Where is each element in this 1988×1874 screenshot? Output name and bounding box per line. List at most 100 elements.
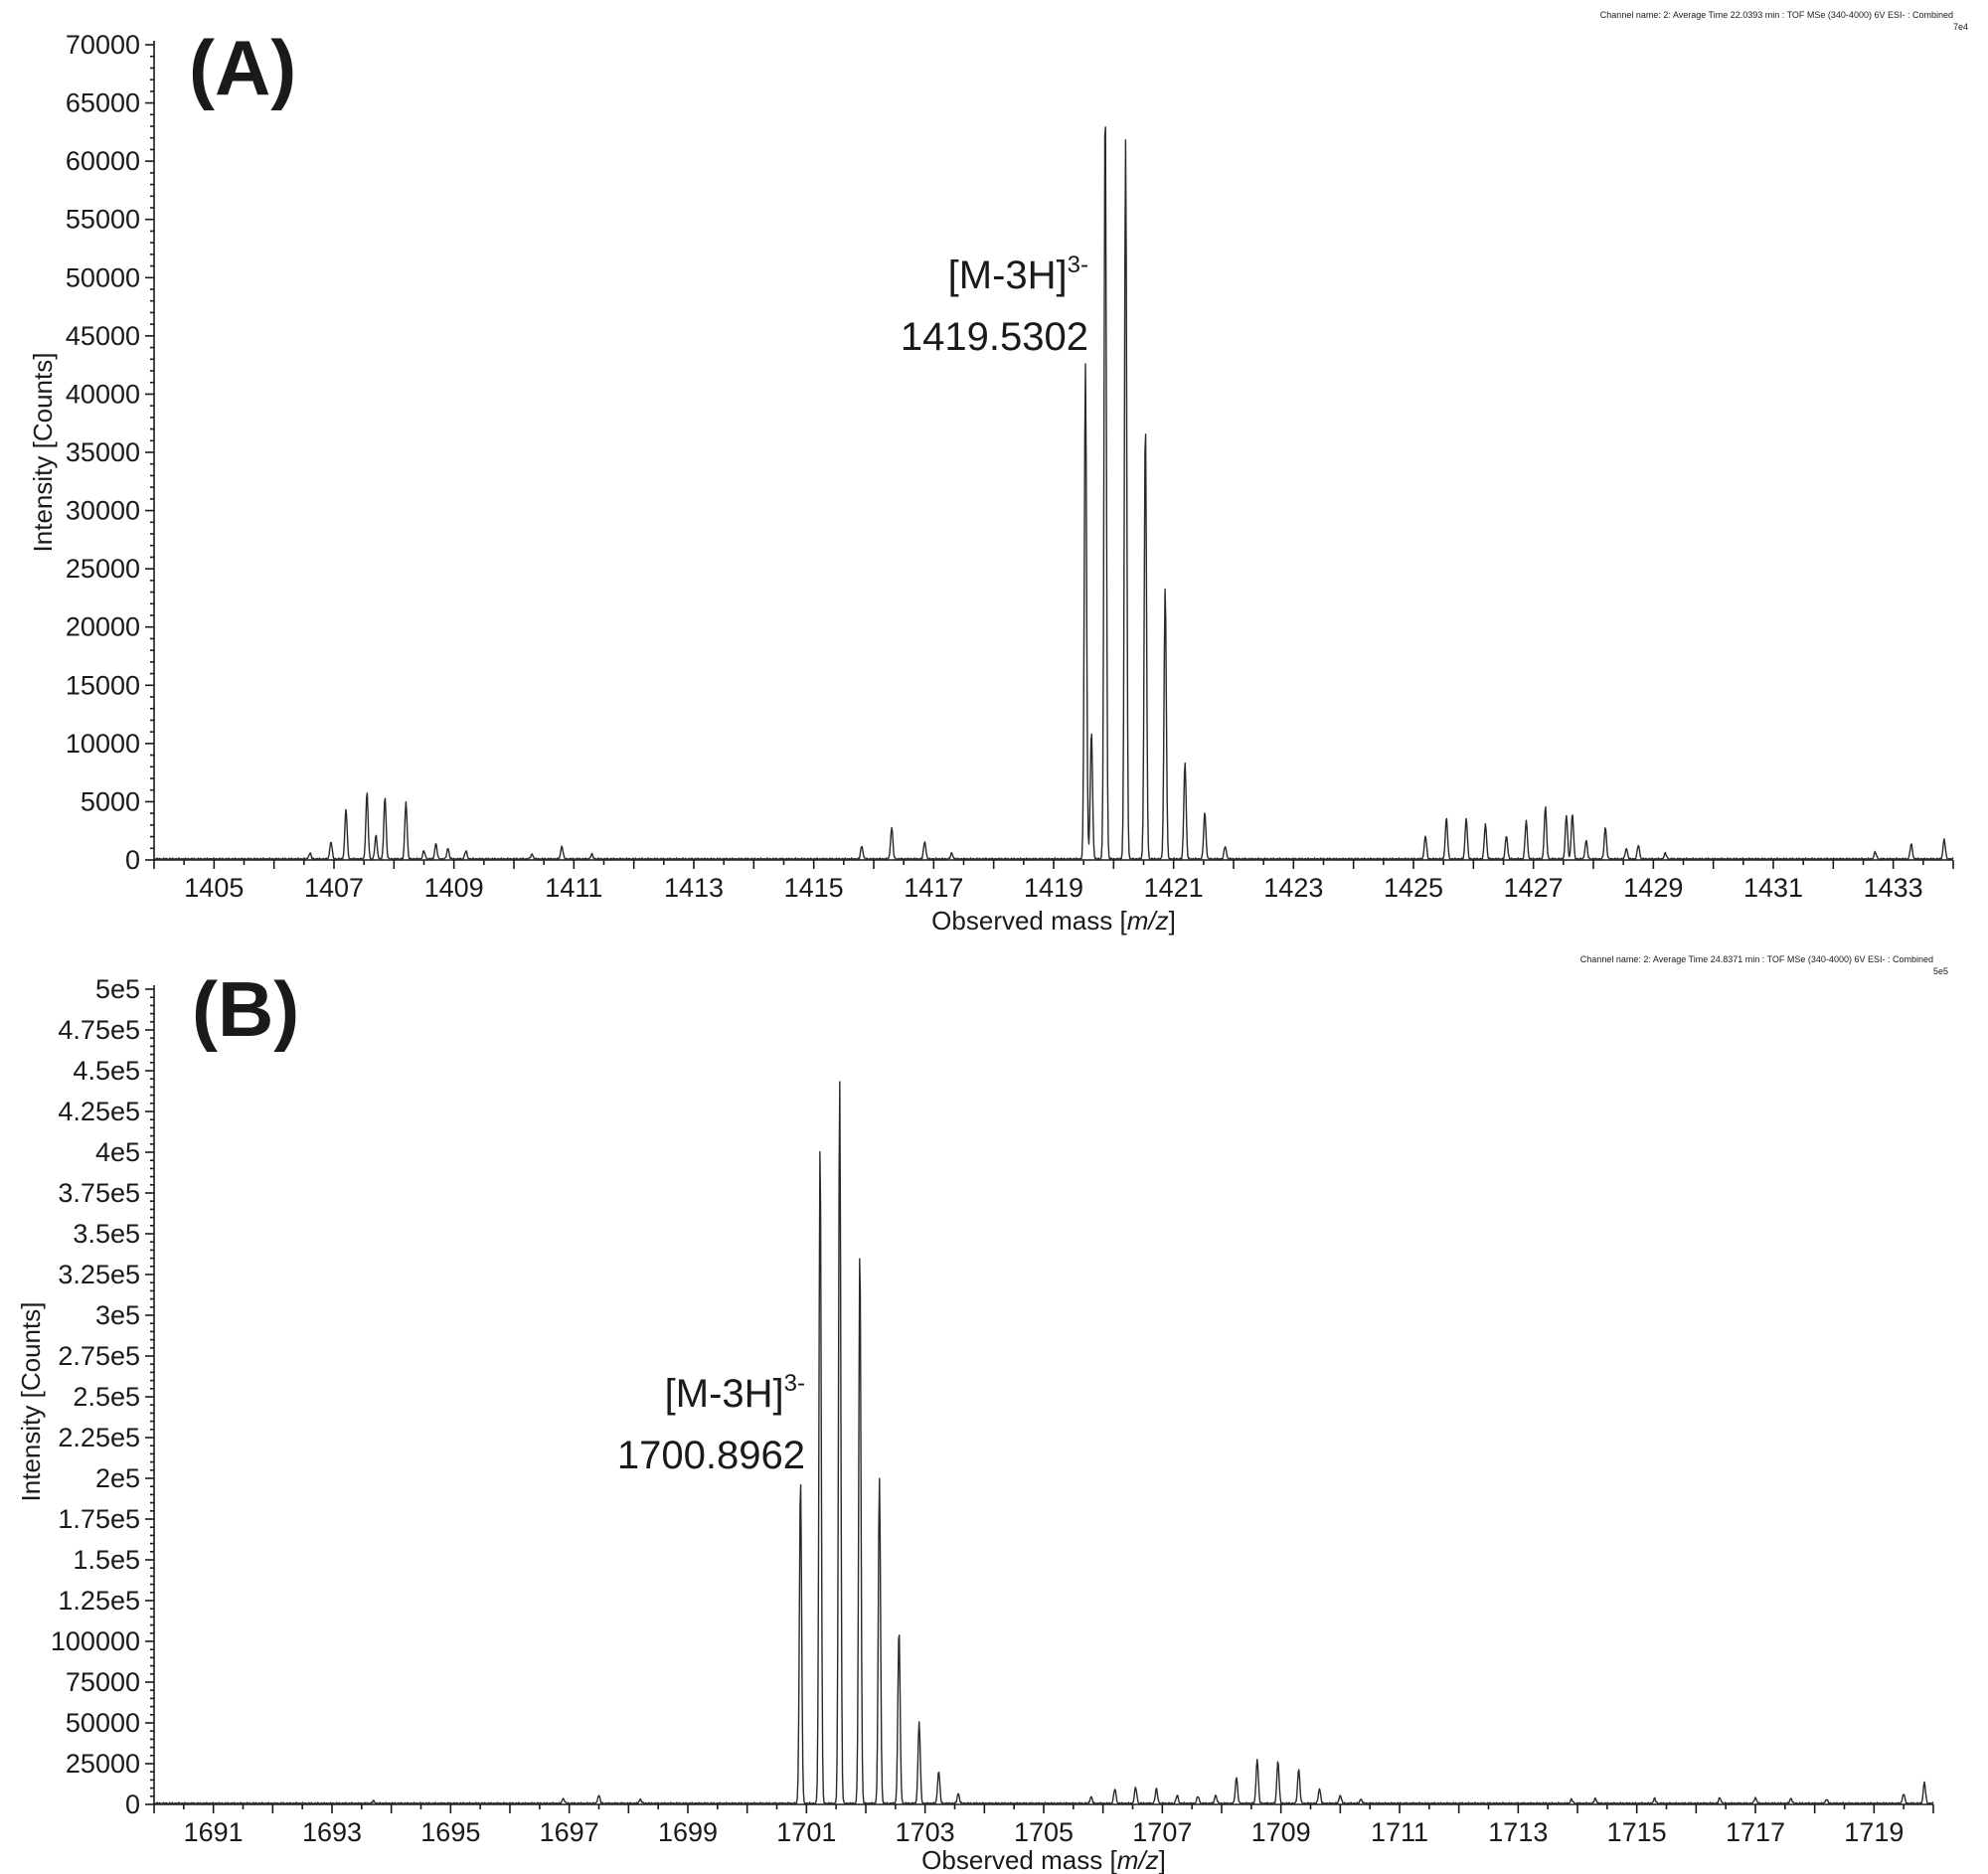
- x-tick-label: 1411: [545, 873, 602, 903]
- y-axis-title: Intensity [Counts]: [16, 1302, 46, 1502]
- y-tick-label: 15000: [66, 670, 140, 700]
- intensity-scale: 5e5: [1933, 966, 1948, 976]
- x-tick-label: 1715: [1607, 1817, 1667, 1847]
- peak-apex: [1103, 95, 1106, 98]
- x-tick-label: 1421: [1144, 873, 1204, 903]
- y-tick-label: 50000: [66, 262, 140, 292]
- ion-charge: 3-: [784, 1370, 805, 1397]
- y-tick-label: 30000: [66, 496, 140, 526]
- y-tick-label: 75000: [66, 1667, 140, 1697]
- panel-b: 0 25000 50000 75000 100000 1.25e5 1.5e5 1.75e5 2…: [16, 954, 1948, 1874]
- x-tick-label: 1695: [420, 1817, 480, 1847]
- y-tick-label: 1.5e5: [73, 1545, 140, 1575]
- y-tick-label: 5e5: [95, 974, 140, 1004]
- x-tick-label: 1425: [1384, 873, 1443, 903]
- mz-annotation: 1419.5302: [901, 315, 1088, 359]
- x-axis-title-bracket: ]: [1169, 906, 1176, 936]
- x-tick-label: 1703: [896, 1817, 955, 1847]
- x-tick-label: 1713: [1488, 1817, 1548, 1847]
- y-axis-title: Intensity [Counts]: [28, 353, 58, 553]
- y-tick-label: 0: [125, 845, 140, 875]
- x-tick-label: 1709: [1251, 1817, 1311, 1847]
- y-tick-label: 40000: [66, 379, 140, 409]
- panel-label: (A): [189, 24, 296, 111]
- channel-info: Channel name: 2: Average Time 24.8371 mi…: [1580, 954, 1933, 964]
- x-tick-label: 1711: [1371, 1817, 1428, 1847]
- y-tick-label: 70000: [66, 30, 140, 60]
- y-tick-label: 25000: [66, 554, 140, 584]
- x-tick-label: 1707: [1132, 1817, 1192, 1847]
- y-tick-label: 35000: [66, 437, 140, 467]
- x-tick-label: 1691: [184, 1817, 244, 1847]
- x-axis-title: Observed mass [m/z]: [921, 1845, 1166, 1874]
- x-tick-label: 1433: [1864, 873, 1923, 903]
- y-tick-label: 3e5: [95, 1300, 140, 1330]
- x-tick-label: 1417: [904, 873, 963, 903]
- y-tick-label: 45000: [66, 321, 140, 351]
- y-tick-label: 5000: [81, 786, 140, 816]
- x-tick-label: 1429: [1623, 873, 1683, 903]
- y-tick-label: 20000: [66, 612, 140, 642]
- y-tick-label: 0: [125, 1789, 140, 1819]
- y-tick-label: 2e5: [95, 1463, 140, 1493]
- y-tick-label: 10000: [66, 729, 140, 759]
- y-tick-label: 1.75e5: [58, 1504, 140, 1534]
- x-tick-label: 1693: [302, 1817, 362, 1847]
- x-axis-title-bracket: ]: [1159, 1845, 1166, 1874]
- peak-apex: [1144, 422, 1147, 425]
- peak-apex: [898, 1628, 901, 1631]
- y-tick-label: 3.75e5: [58, 1178, 140, 1208]
- y-tick-label: 2.5e5: [73, 1382, 140, 1412]
- ion-charge: 3-: [1068, 252, 1088, 278]
- y-tick-label: 65000: [66, 88, 140, 118]
- x-tick-label: 1419: [1024, 873, 1083, 903]
- x-tick-label: 1427: [1504, 873, 1564, 903]
- x-tick-label: 1719: [1844, 1817, 1904, 1847]
- x-tick-label: 1701: [776, 1817, 836, 1847]
- spectrum-trace: [153, 126, 1954, 861]
- x-tick-label: 1409: [424, 873, 484, 903]
- y-tick-label: 25000: [66, 1749, 140, 1779]
- x-axis-title-mz: m/z: [1117, 1845, 1159, 1874]
- y-tick-label: 4e5: [95, 1137, 140, 1167]
- ion-annotation: [M-3H]3-: [665, 1370, 805, 1416]
- x-axis-title-text: Observed mass [: [931, 906, 1127, 936]
- panel-label: (B): [192, 965, 299, 1053]
- ion-annotation: [M-3H]3-: [948, 252, 1088, 297]
- peak-apex: [1090, 731, 1093, 734]
- y-tick-label: 4.75e5: [58, 1015, 140, 1045]
- ion-label: [M-3H]: [665, 1372, 784, 1416]
- channel-info: Channel name: 2: Average Time 22.0393 mi…: [1600, 10, 1953, 20]
- x-tick-label: 1431: [1743, 873, 1803, 903]
- peak-apex: [799, 1478, 802, 1481]
- y-tick-label: 3.5e5: [73, 1219, 140, 1249]
- x-tick-label: 1423: [1263, 873, 1323, 903]
- y-tick-label: 2.25e5: [58, 1423, 140, 1452]
- y-tick-label: 4.25e5: [58, 1097, 140, 1126]
- y-tick-label: 4.5e5: [73, 1056, 140, 1086]
- peak-apex: [819, 1142, 822, 1145]
- y-tick-label: 2.75e5: [58, 1341, 140, 1371]
- x-tick-label: 1697: [540, 1817, 599, 1847]
- x-tick-label: 1717: [1726, 1817, 1785, 1847]
- x-tick-label: 1699: [658, 1817, 718, 1847]
- y-tick-label: 50000: [66, 1708, 140, 1738]
- ion-label: [M-3H]: [948, 254, 1068, 297]
- x-axis-title: Observed mass [m/z]: [931, 906, 1176, 936]
- peak-apex: [859, 1247, 862, 1250]
- x-axis-title-text: Observed mass [: [921, 1845, 1117, 1874]
- intensity-scale: 7e4: [1953, 22, 1968, 32]
- y-tick-label: 100000: [51, 1626, 140, 1656]
- y-tick-label: 1.25e5: [58, 1586, 140, 1616]
- panel-a: 0 5000 10000 15000 20000 25000 30000 35000 40000…: [28, 10, 1968, 936]
- x-tick-label: 1705: [1014, 1817, 1074, 1847]
- y-tick-label: 55000: [66, 205, 140, 235]
- x-axis-title-mz: m/z: [1127, 906, 1169, 936]
- mz-annotation: 1700.8962: [617, 1434, 805, 1477]
- x-tick-label: 1413: [664, 873, 724, 903]
- y-tick-label: 3.25e5: [58, 1260, 140, 1289]
- x-tick-label: 1405: [184, 873, 244, 903]
- x-tick-label: 1415: [784, 873, 844, 903]
- x-tick-label: 1407: [304, 873, 364, 903]
